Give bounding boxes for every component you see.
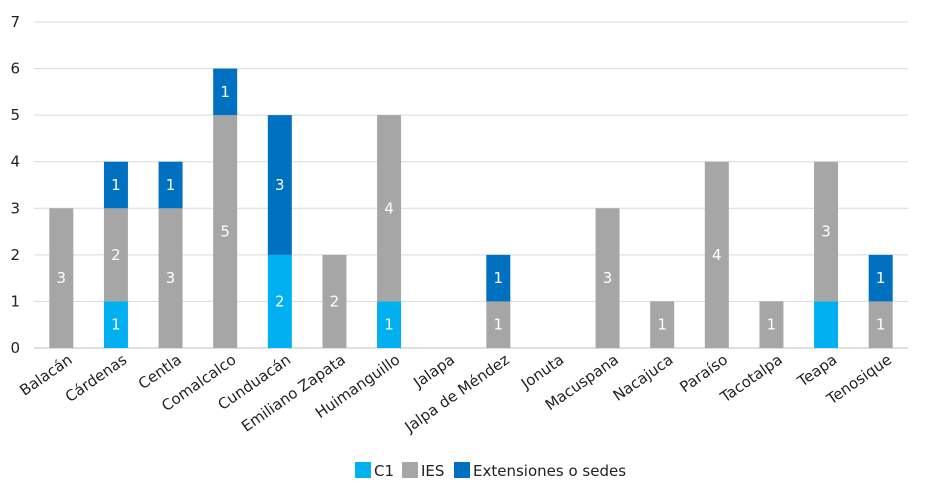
x-tick-label: Cárdenas (62, 350, 130, 405)
bar-segment (814, 161, 839, 302)
bar-segment (486, 301, 511, 348)
legend-label: IES (421, 462, 444, 480)
data-label: 1 (494, 316, 504, 334)
bar-segment (377, 301, 402, 348)
data-labels: 3 1 2 1 3 1 5 1 2 3 2 1 4 1 1 3 1 4 1 3 1 1 (57, 83, 886, 334)
data-label: 5 (220, 223, 230, 241)
bar-segment (868, 254, 893, 302)
y-tick-label: 6 (10, 60, 20, 78)
bar-segment (103, 161, 128, 209)
legend-swatch (454, 462, 470, 478)
data-label: 1 (111, 176, 121, 194)
x-tick-label: Nacajuca (610, 351, 677, 405)
data-label: 3 (821, 223, 831, 241)
y-tick-label: 4 (10, 153, 20, 171)
bar-segment (103, 301, 128, 348)
bar-segment (49, 208, 74, 348)
bar-segment (595, 208, 620, 348)
data-label: 1 (166, 176, 176, 194)
legend: C1 IES Extensiones o sedes (355, 462, 626, 480)
legend-swatch (402, 462, 418, 478)
bar-segment (814, 301, 839, 348)
data-label: 4 (712, 246, 722, 264)
bar-segment (158, 161, 183, 209)
data-label: 1 (111, 316, 121, 334)
y-tick-label: 2 (10, 246, 20, 264)
legend-label: C1 (374, 462, 394, 480)
data-label: 4 (384, 199, 394, 217)
y-tick-label: 3 (10, 199, 20, 217)
bar-segment (486, 254, 511, 302)
y-tick-label: 5 (10, 106, 20, 124)
bar-segment (267, 254, 292, 348)
y-tick-label: 7 (10, 13, 20, 31)
bar-segment (103, 208, 128, 302)
y-tick-label: 0 (10, 339, 20, 357)
data-label: 1 (494, 269, 504, 287)
bar-segment (377, 115, 402, 302)
data-label: 3 (275, 176, 285, 194)
data-label: 1 (767, 316, 777, 334)
bar-segment (650, 301, 675, 348)
data-label: 2 (275, 292, 285, 310)
bar-segment (704, 161, 729, 348)
bar-segment (213, 68, 238, 116)
bar-segment (267, 115, 292, 255)
bars (49, 68, 893, 349)
data-label: 3 (166, 269, 176, 287)
legend-swatch (355, 462, 371, 478)
data-label: 1 (876, 269, 886, 287)
data-label: 1 (220, 83, 230, 101)
bar-segment (322, 254, 347, 348)
data-label: 3 (603, 269, 613, 287)
bar-segment (213, 115, 238, 349)
bar-segment (868, 301, 893, 348)
bar-segment (158, 208, 183, 348)
data-label: 3 (57, 269, 67, 287)
data-label: 1 (657, 316, 667, 334)
y-tick-label: 1 (10, 292, 20, 310)
data-label: 1 (384, 316, 394, 334)
data-label: 2 (111, 246, 121, 264)
data-label: 1 (876, 316, 886, 334)
x-tick-label: Teapa (793, 351, 840, 391)
data-label: 2 (330, 292, 340, 310)
legend-label: Extensiones o sedes (473, 462, 626, 480)
x-tick-label: Jalpa de Méndez (401, 350, 513, 436)
bar-segment (759, 301, 784, 348)
y-axis-ticks: 0 1 2 3 4 5 6 7 (10, 13, 20, 357)
